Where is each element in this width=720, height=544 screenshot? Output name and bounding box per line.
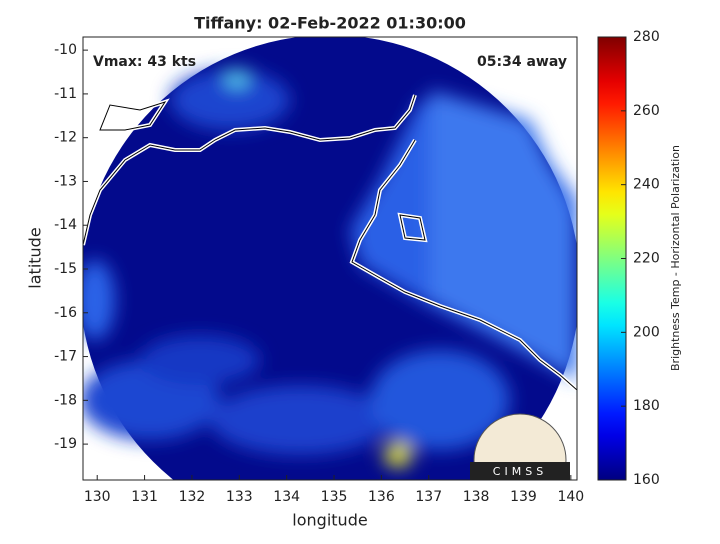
y-tick-label: -14 xyxy=(54,217,77,233)
x-tick-label: 132 xyxy=(179,489,206,505)
y-tick-label: -10 xyxy=(54,42,77,58)
colorbar-tick-label: 160 xyxy=(633,472,660,488)
y-tick-label: -11 xyxy=(54,86,77,102)
colorbar-tick-label: 280 xyxy=(633,29,660,45)
colorbar-tick-label: 220 xyxy=(633,251,660,267)
x-tick-label: 131 xyxy=(131,489,158,505)
logo: CIMSS xyxy=(470,413,570,480)
x-tick-label: 138 xyxy=(463,489,490,505)
logo-text: CIMSS xyxy=(493,465,547,478)
colorbar-tick-label: 200 xyxy=(633,324,660,340)
y-tick-label: -16 xyxy=(54,305,77,321)
x-tick-label: 133 xyxy=(226,489,253,505)
chart-title: Tiffany: 02-Feb-2022 01:30:00 xyxy=(194,14,466,33)
x-axis-label: longitude xyxy=(292,511,367,530)
y-tick-label: -13 xyxy=(54,173,77,189)
y-tick-label: -19 xyxy=(54,436,77,452)
y-tick-label: -17 xyxy=(54,349,77,365)
colorbar-tick-label: 260 xyxy=(633,103,660,119)
colorbar-label: Brightness Temp - Horizontal Polarizatio… xyxy=(669,145,682,371)
x-tick-label: 140 xyxy=(557,489,584,505)
y-tick-label: -12 xyxy=(54,130,77,146)
x-tick-label: 134 xyxy=(273,489,300,505)
x-tick-label: 137 xyxy=(415,489,442,505)
y-tick-label: -18 xyxy=(54,392,77,408)
y-tick-label: -15 xyxy=(54,261,77,277)
colorbar-tick-label: 240 xyxy=(633,177,660,193)
y-axis-label: latitude xyxy=(26,227,45,288)
x-tick-label: 136 xyxy=(368,489,395,505)
colorbar-tick-label: 180 xyxy=(633,398,660,414)
swath-image: CIMSS xyxy=(83,37,577,480)
axes-box xyxy=(82,36,578,481)
annotation: Vmax: 43 kts xyxy=(93,54,196,70)
x-tick-label: 139 xyxy=(510,489,537,505)
x-tick-label: 130 xyxy=(84,489,111,505)
x-tick-label: 135 xyxy=(321,489,348,505)
annotation: 05:34 away xyxy=(477,54,567,70)
